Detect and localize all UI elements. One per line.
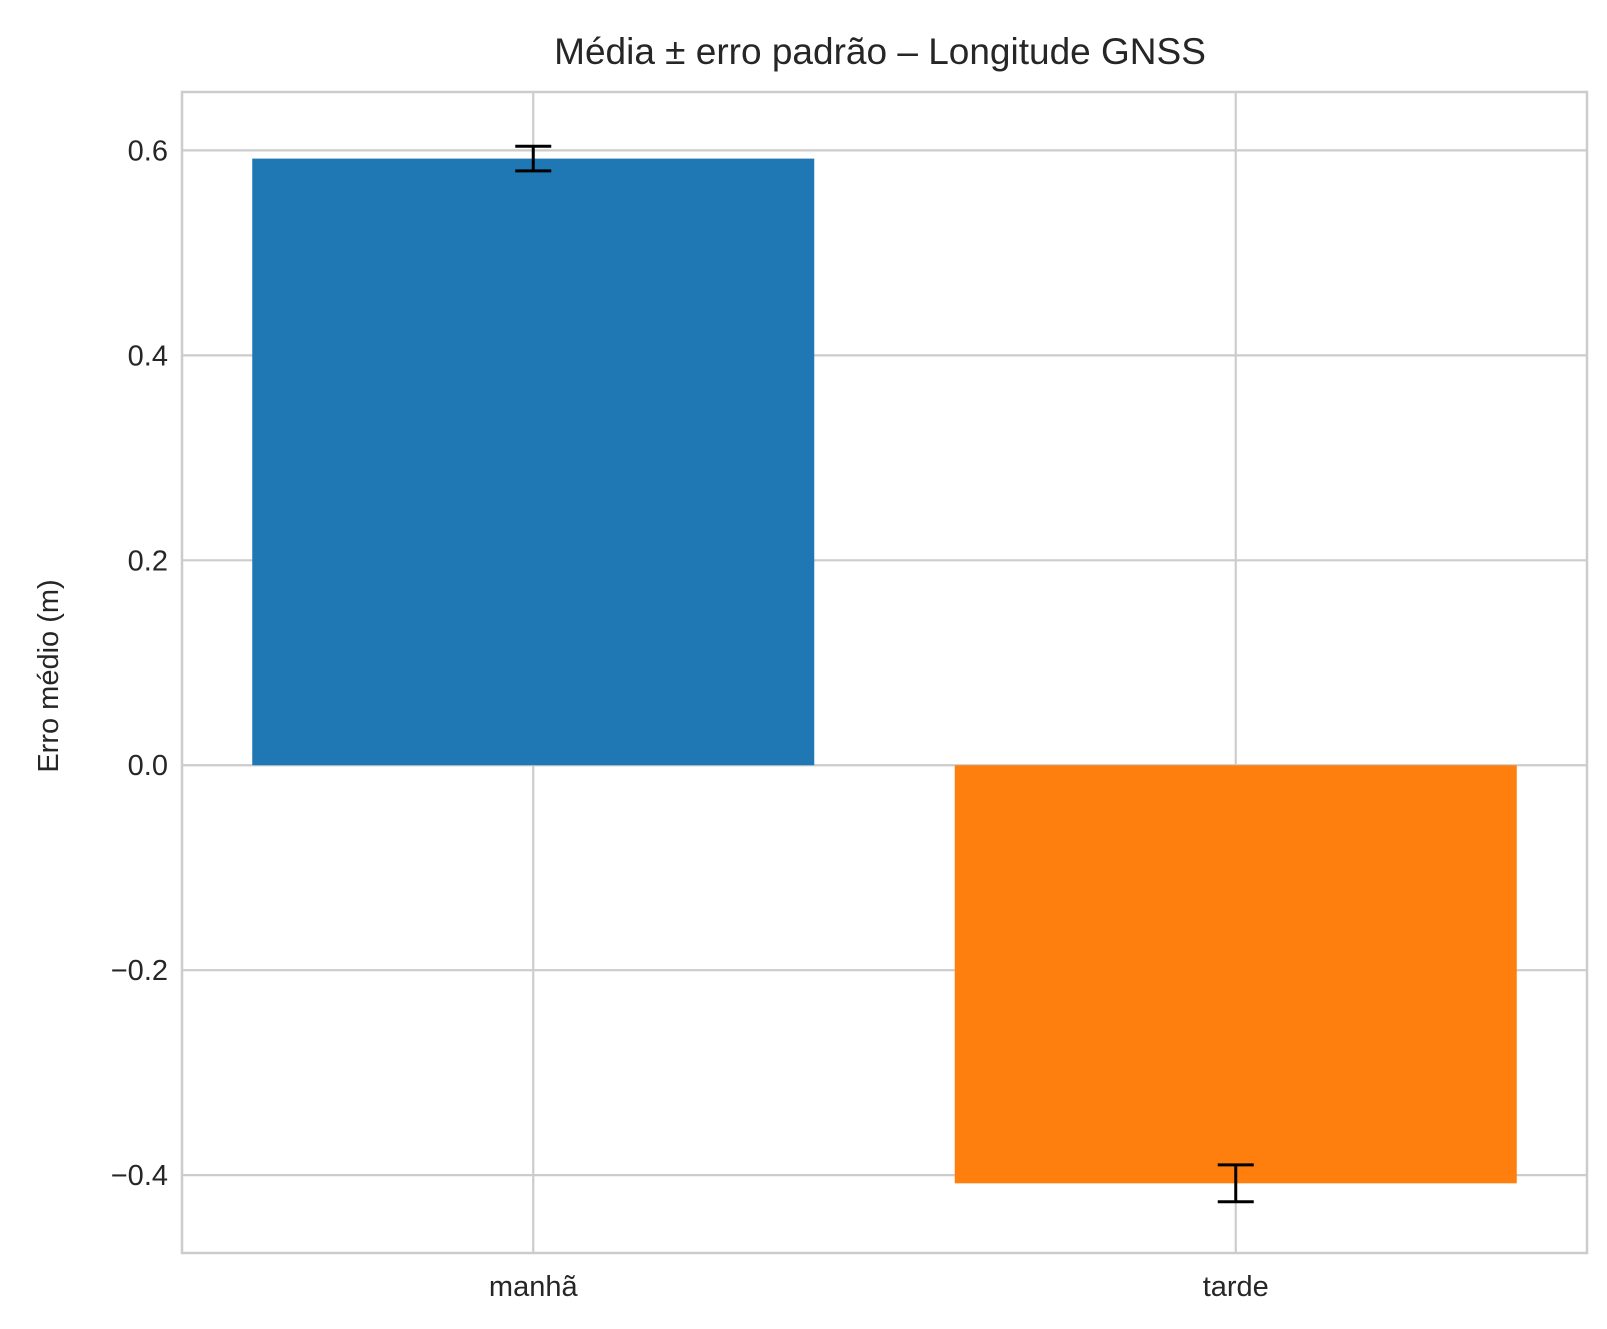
bars bbox=[252, 158, 1517, 1184]
y-tick-label: −0.4 bbox=[111, 1160, 168, 1192]
y-tick-label: 0.0 bbox=[128, 750, 168, 782]
bar-1 bbox=[252, 158, 815, 766]
error-bar-1 bbox=[515, 144, 552, 173]
x-tick-label: manhã bbox=[489, 1271, 579, 1303]
y-tick-label: −0.2 bbox=[111, 955, 168, 987]
plot-frame bbox=[180, 90, 1589, 1255]
x-tick-labels: manhã tarde bbox=[489, 1271, 1269, 1303]
y-tick-label: 0.6 bbox=[128, 135, 168, 167]
x-tick-label: tarde bbox=[1203, 1271, 1269, 1303]
bar-2 bbox=[954, 765, 1517, 1184]
y-tick-labels: 0.6 0.4 0.2 0.0 −0.2 −0.4 bbox=[111, 135, 168, 1192]
y-tick-label: 0.4 bbox=[128, 340, 168, 372]
error-bar-2 bbox=[1217, 1163, 1254, 1204]
y-tick-label: 0.2 bbox=[128, 545, 168, 577]
y-axis-label: Erro médio (m) bbox=[33, 579, 65, 772]
chart-title: Média ± erro padrão – Longitude GNSS bbox=[554, 31, 1206, 72]
error-bars bbox=[515, 144, 1254, 1204]
